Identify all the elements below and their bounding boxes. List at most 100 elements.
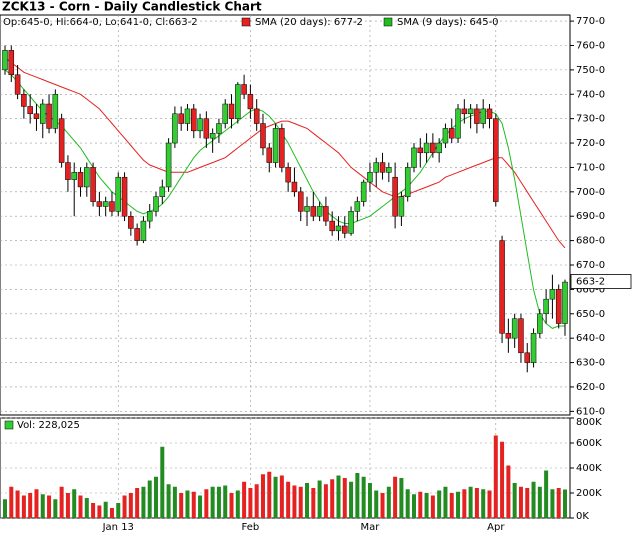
volume-bar [518,486,523,518]
volume-bar [443,486,448,518]
candle-body [197,118,203,132]
candle-body [128,215,134,229]
y-tick-label: 400K [576,463,602,474]
candle-body [228,103,235,119]
volume-bar [411,494,416,518]
volume-bar [248,488,253,518]
volume-bar [487,490,492,518]
volume-bar [525,488,530,518]
legend-label: SMA (20 days): 677-2 [255,17,363,28]
volume-bar [9,486,14,518]
y-tick-label: 680-0 [576,236,605,247]
candle-body [165,142,172,188]
y-tick-label: 610-0 [576,406,605,417]
y-tick-label: 650-0 [576,309,605,320]
candle-body [90,167,96,202]
candle-body [184,108,191,124]
candle-body [404,167,411,197]
candle-body [266,147,273,163]
legend-swatch [383,17,393,27]
candle-body [423,142,430,154]
volume-bar [405,489,410,518]
candle-body [348,211,354,234]
volume-bar [216,486,221,518]
volume-bar [34,489,39,518]
candle-body [530,333,537,363]
candle-body [316,206,323,217]
candle-body [499,240,505,334]
price-panel [0,14,571,416]
volume-bar [84,498,89,518]
volume-bar [531,481,536,518]
volume-bar [556,488,561,518]
candle-body [58,118,65,163]
candle-body [448,128,455,139]
y-tick-label: 690-0 [576,211,605,222]
volume-swatch [4,420,14,430]
candle-body [354,201,361,212]
legend-label: SMA (9 days): 645-0 [397,17,499,28]
volume-bar [97,505,102,518]
x-tick-label: Mar [361,522,381,533]
candle-body [102,201,109,207]
y-tick-label: 770-0 [576,16,605,27]
volume-bar [204,489,209,518]
candle-body [430,142,436,154]
candle-body [436,142,442,154]
y-tick-label: 600K [576,438,602,449]
volume-bar [40,494,45,518]
volume-bar [103,501,108,518]
volume-bar [456,491,461,518]
volume-bar [242,481,247,518]
candle-body [153,196,159,212]
candle-body [40,103,46,124]
candle-body [442,128,449,144]
candle-body [121,176,128,217]
sma-line [4,57,566,249]
candle-body [392,176,398,217]
candle-body [52,94,59,129]
candle-body [304,206,310,212]
candle-body [562,281,568,324]
volume-bar [374,490,379,518]
candle-body [411,147,417,168]
y-tick-label: 670-0 [576,260,605,271]
candle-body [518,318,524,354]
volume-bar [418,491,423,518]
volume-bar [128,493,133,518]
candle-body [241,84,247,95]
candle-body [253,108,260,124]
x-tick-label: Feb [242,522,260,533]
candle-body [222,103,228,124]
candle-body [235,84,241,119]
candle-body [480,108,486,124]
volume-bar [191,491,196,518]
candle-body [203,118,210,139]
volume-bar [537,486,542,518]
volume-bar [166,484,171,518]
candle-body [543,298,549,315]
volume-bar [386,486,391,518]
candle-body [2,50,8,71]
candle-body [474,108,480,124]
chart-title: ZCK13 - Corn - Daily Candlestick Chart [2,0,262,14]
candle-body [505,333,512,339]
candle-body [109,201,115,212]
candle-body [159,186,166,197]
volume-bar [474,488,479,518]
y-tick-label: 0K [576,511,589,522]
volume-bar [493,435,498,518]
candle-body [373,162,379,173]
volume-bar [172,486,177,518]
volume-bar [59,486,64,518]
y-tick-label: 730-0 [576,114,605,125]
candle-body [134,228,140,241]
y-tick-label: 740-0 [576,89,605,100]
candle-body [21,94,27,107]
candle-body [8,50,15,76]
y-tick-label: 200K [576,488,602,499]
volume-bar [135,488,140,518]
candle-body [71,172,77,180]
volume-bar [424,493,429,518]
candle-body [323,206,329,222]
